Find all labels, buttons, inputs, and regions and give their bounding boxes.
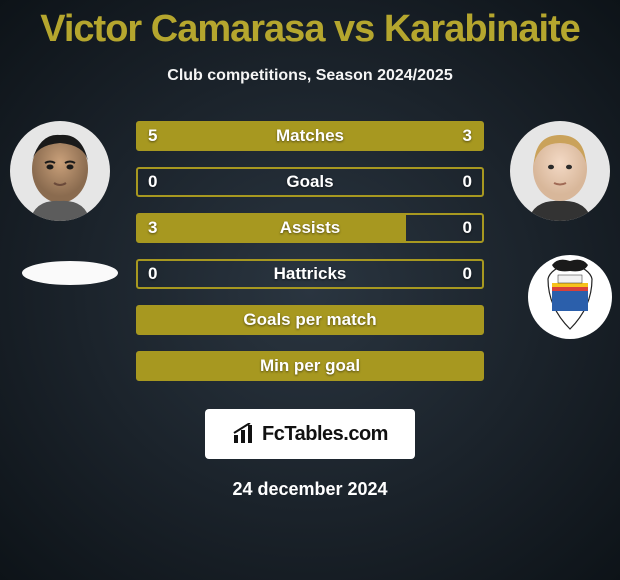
bar-label: Matches: [276, 126, 344, 146]
bar-value-left: 5: [148, 126, 157, 146]
bar-label: Hattricks: [274, 264, 347, 284]
stat-bar-row: 0 0 Hattricks: [136, 259, 484, 289]
player2-club-badge: [528, 255, 612, 339]
bar-value-left: 0: [148, 264, 157, 284]
player1-avatar: [10, 121, 110, 221]
bar-label: Assists: [280, 218, 340, 238]
bar-value-right: 0: [463, 218, 472, 238]
bar-value-right: 3: [463, 126, 472, 146]
bar-label: Min per goal: [260, 356, 360, 376]
bar-label: Goals per match: [243, 310, 376, 330]
brand-chart-icon: [232, 423, 258, 445]
bar-fill-left: [138, 215, 406, 241]
player1-club-badge: [22, 261, 118, 285]
bar-value-right: 0: [463, 264, 472, 284]
bar-value-left: 3: [148, 218, 157, 238]
bar-value-right: 0: [463, 172, 472, 192]
bar-label: Goals: [286, 172, 333, 192]
stat-bar-row: Min per goal: [136, 351, 484, 381]
player2-avatar: [510, 121, 610, 221]
brand-text: FcTables.com: [262, 423, 388, 446]
snapshot-date: 24 december 2024: [0, 479, 620, 500]
page-subtitle: Club competitions, Season 2024/2025: [0, 67, 620, 85]
comparison-arena: 5 3 Matches 0 0 Goals 3 0 Assists 0 0 Hattricks Goal…: [0, 121, 620, 401]
stat-bar-row: 5 3 Matches: [136, 121, 484, 151]
stat-bars: 5 3 Matches 0 0 Goals 3 0 Assists 0 0 Hattricks Goal…: [136, 121, 484, 397]
brand-box: FcTables.com: [205, 409, 415, 459]
page-title: Victor Camarasa vs Karabinaite: [0, 0, 620, 51]
stat-bar-row: 3 0 Assists: [136, 213, 484, 243]
stat-bar-row: 0 0 Goals: [136, 167, 484, 197]
bar-value-left: 0: [148, 172, 157, 192]
stat-bar-row: Goals per match: [136, 305, 484, 335]
